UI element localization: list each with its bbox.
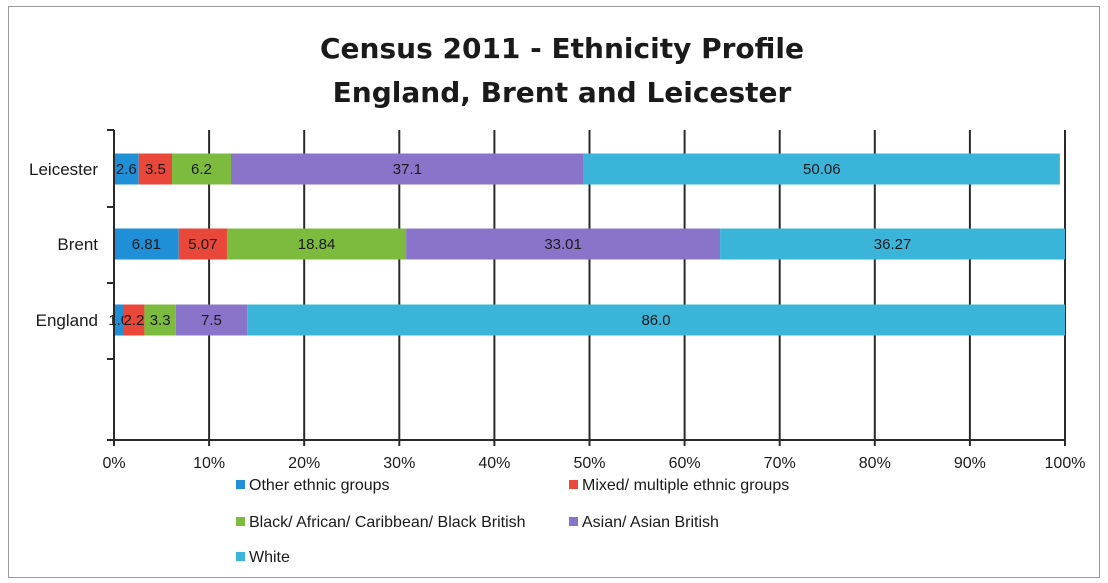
legend-label: Mixed/ multiple ethnic groups — [582, 477, 789, 494]
legend-swatch — [236, 517, 245, 526]
data-label: 3.5 — [145, 161, 166, 178]
legend: Other ethnic groups Mixed/ multiple ethni… — [236, 477, 789, 566]
chart-title: Census 2011 - Ethnicity Profile — [320, 32, 804, 65]
data-label: 2.6 — [116, 161, 137, 178]
bar-segment — [720, 228, 1065, 260]
bar-segment — [123, 304, 145, 336]
x-tick-label: 100% — [1045, 455, 1086, 472]
data-label: 3.3 — [150, 312, 171, 329]
data-label: 6.81 — [132, 236, 161, 253]
x-tick-label: 30% — [383, 455, 415, 472]
bar-segment — [178, 228, 227, 260]
bar-segment — [406, 228, 721, 260]
legend-label: Other ethnic groups — [249, 477, 390, 494]
legend-label: Black/ African/ Caribbean/ Black British — [249, 514, 526, 531]
data-label: 86.0 — [641, 312, 670, 329]
data-label: 2.2 — [124, 312, 145, 329]
x-tick-label: 60% — [669, 455, 701, 472]
data-label: 5.07 — [188, 236, 217, 253]
legend-swatch — [569, 480, 578, 489]
data-label: 36.27 — [874, 236, 912, 253]
bar-segment — [138, 153, 173, 185]
x-tick-label: 40% — [478, 455, 510, 472]
data-label: 7.5 — [201, 312, 222, 329]
bars: 2.6 3.5 6.2 37.1 50.06 6.81 5.07 18.84 33.01 36.2… — [108, 153, 1065, 336]
bar-segment — [583, 153, 1060, 185]
x-tick-label: 70% — [764, 455, 796, 472]
x-tick-label: 50% — [573, 455, 605, 472]
bar-segment — [144, 304, 176, 336]
x-tick-label: 10% — [193, 455, 225, 472]
chart-subtitle: England, Brent and Leicester — [333, 76, 792, 109]
legend-swatch — [236, 552, 245, 561]
data-label: 33.01 — [544, 236, 582, 253]
legend-label: Asian/ Asian British — [582, 514, 719, 531]
data-label: 37.1 — [393, 161, 422, 178]
bar-segment — [226, 228, 407, 260]
legend-swatch — [569, 517, 578, 526]
legend-swatch — [236, 480, 245, 489]
x-tick-label: 20% — [288, 455, 320, 472]
bar-segment — [114, 153, 139, 185]
bar-segment — [114, 228, 179, 260]
bar-segment — [230, 153, 584, 185]
category-label: England — [36, 311, 98, 330]
data-label: 50.06 — [803, 161, 841, 178]
bar-segment — [247, 304, 1065, 336]
x-tick-label: 80% — [859, 455, 891, 472]
x-tick-label: 90% — [954, 455, 986, 472]
axes: 0% 10% 20% 30% 40% 50% 60% 70% 80% 90% 100% Leicest… — [29, 129, 1086, 472]
bar-segment — [172, 153, 231, 185]
bar-segment — [114, 304, 124, 336]
category-label: Brent — [57, 235, 98, 254]
category-label: Leicester — [29, 160, 98, 179]
legend-label: White — [249, 549, 290, 566]
bar-segment — [175, 304, 248, 336]
chart-frame — [8, 6, 1100, 578]
data-label: 18.84 — [298, 236, 336, 253]
x-tick-label: 0% — [102, 455, 125, 472]
data-label: 6.2 — [191, 161, 212, 178]
